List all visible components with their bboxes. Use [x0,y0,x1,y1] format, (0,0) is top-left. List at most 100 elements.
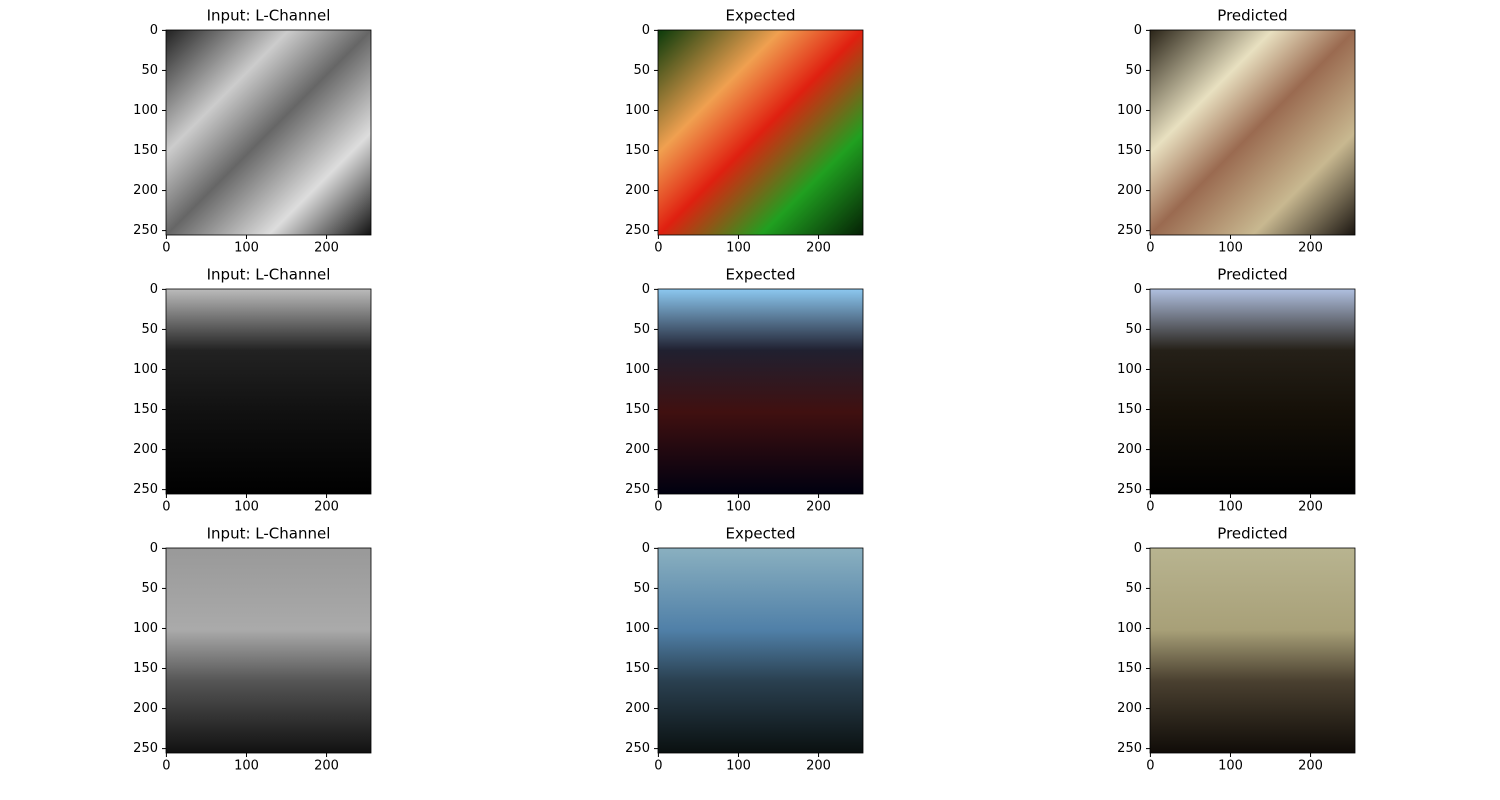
y-tick-label: 150 [625,402,650,417]
y-tick-label: 100 [133,621,158,636]
x-tick-label: 100 [726,759,751,774]
axes-frame [1149,29,1356,236]
y-tick-label: 50 [141,63,158,78]
x-tick-label: 0 [1146,241,1154,256]
axes-frame [1149,288,1356,495]
subplot-title: Input: L-Channel [207,266,331,284]
subplot-title: Expected [726,525,796,543]
image [166,289,371,494]
x-tick-label: 200 [806,500,831,515]
y-tick-label: 50 [633,322,650,337]
x-tick-label: 0 [162,500,170,515]
y-tick-label: 250 [1117,741,1142,756]
y-tick-label: 200 [133,183,158,198]
y-tick-label: 250 [1117,223,1142,238]
y-tick-label: 150 [133,661,158,676]
y-tick-label: 250 [625,482,650,497]
y-tick-label: 100 [1117,362,1142,377]
subplot-title: Expected [726,266,796,284]
y-tick-label: 150 [133,402,158,417]
x-tick-label: 100 [234,241,259,256]
x-tick-label: 0 [654,500,662,515]
y-tick-label: 150 [625,143,650,158]
x-tick-label: 100 [726,500,751,515]
y-tick-label: 200 [625,183,650,198]
y-tick-label: 50 [141,581,158,596]
x-tick-label: 0 [654,241,662,256]
y-tick-label: 150 [1117,661,1142,676]
axes-frame [165,547,372,754]
x-tick-label: 100 [234,759,259,774]
y-tick-label: 250 [625,741,650,756]
image [658,289,863,494]
subplot-title: Predicted [1217,266,1287,284]
x-tick-label: 200 [314,241,339,256]
x-tick-label: 0 [1146,759,1154,774]
axes-frame [657,547,864,754]
y-tick-label: 250 [1117,482,1142,497]
subplot-title: Expected [726,7,796,25]
y-tick-label: 250 [625,223,650,238]
y-tick-label: 200 [625,701,650,716]
subplot-title: Input: L-Channel [207,7,331,25]
y-tick-label: 100 [133,362,158,377]
y-tick-label: 200 [1117,183,1142,198]
y-tick-label: 0 [1134,541,1142,556]
y-tick-label: 0 [1134,23,1142,38]
y-tick-label: 250 [133,482,158,497]
y-tick-label: 150 [1117,143,1142,158]
y-tick-label: 0 [642,541,650,556]
y-tick-label: 50 [141,322,158,337]
axes-frame [657,29,864,236]
x-tick-label: 100 [1218,241,1243,256]
x-tick-label: 100 [234,500,259,515]
y-tick-label: 50 [633,581,650,596]
axes-frame [165,29,372,236]
y-tick-label: 150 [1117,402,1142,417]
y-tick-label: 0 [1134,282,1142,297]
y-tick-label: 150 [133,143,158,158]
x-tick-label: 200 [806,759,831,774]
subplot-title: Predicted [1217,525,1287,543]
y-tick-label: 150 [625,661,650,676]
y-tick-label: 200 [133,442,158,457]
y-tick-label: 50 [1125,63,1142,78]
y-tick-label: 200 [1117,701,1142,716]
y-tick-label: 0 [150,282,158,297]
x-tick-label: 200 [1298,241,1323,256]
y-tick-label: 200 [1117,442,1142,457]
y-tick-label: 100 [1117,621,1142,636]
x-tick-label: 200 [314,759,339,774]
y-tick-label: 200 [133,701,158,716]
y-tick-label: 100 [625,362,650,377]
x-tick-label: 200 [314,500,339,515]
y-tick-label: 50 [633,63,650,78]
y-tick-label: 50 [1125,581,1142,596]
x-tick-label: 0 [1146,500,1154,515]
y-tick-label: 100 [133,103,158,118]
x-tick-label: 0 [654,759,662,774]
image [1150,548,1355,753]
axes-frame [1149,547,1356,754]
y-tick-label: 0 [642,282,650,297]
y-tick-label: 0 [150,23,158,38]
x-tick-label: 200 [806,241,831,256]
image [166,548,371,753]
x-tick-label: 100 [1218,759,1243,774]
x-tick-label: 100 [726,241,751,256]
y-tick-label: 50 [1125,322,1142,337]
y-tick-label: 250 [133,223,158,238]
y-tick-label: 100 [625,103,650,118]
y-tick-label: 100 [1117,103,1142,118]
image [658,548,863,753]
y-tick-label: 200 [625,442,650,457]
x-tick-label: 200 [1298,500,1323,515]
x-tick-label: 200 [1298,759,1323,774]
image [658,30,863,235]
subplot-title: Predicted [1217,7,1287,25]
y-tick-label: 0 [150,541,158,556]
subplot-title: Input: L-Channel [207,525,331,543]
x-tick-label: 0 [162,241,170,256]
